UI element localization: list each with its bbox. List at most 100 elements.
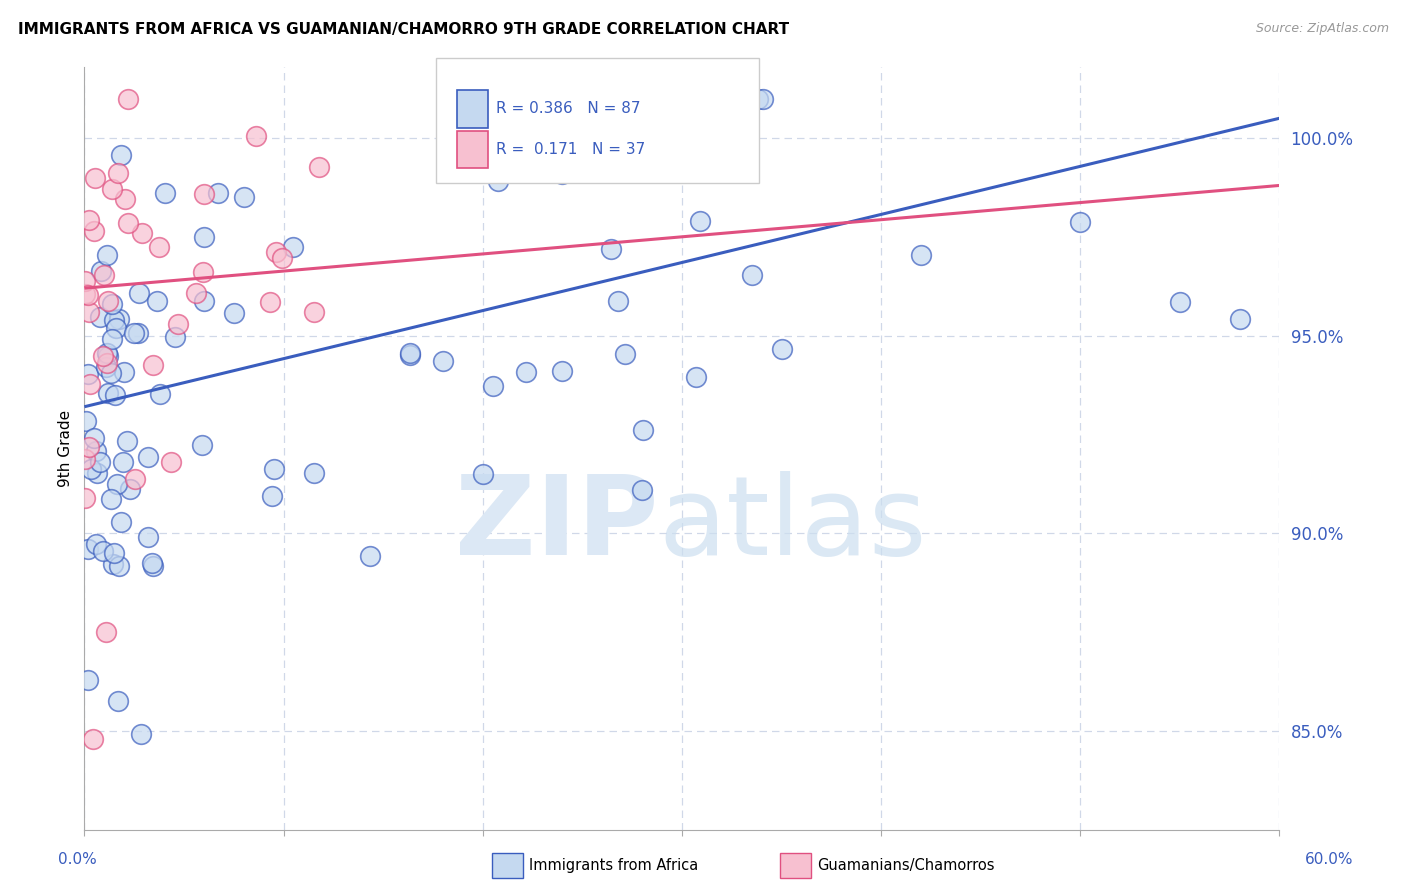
- Point: [591, 91, 613, 105]
- Point: [90, 264, 112, 278]
- Point: [262, 489, 284, 503]
- Point: [128, 285, 150, 300]
- Point: [398, 348, 420, 362]
- Point: [741, 268, 763, 282]
- Point: [432, 354, 454, 368]
- Point: [146, 294, 169, 309]
- Point: [1168, 295, 1191, 310]
- Point: [79, 305, 101, 319]
- Point: [600, 242, 623, 256]
- Point: [83, 431, 105, 445]
- Point: [96, 248, 118, 262]
- Point: [108, 558, 131, 573]
- Point: [117, 91, 139, 105]
- Point: [104, 388, 127, 402]
- Point: [512, 91, 534, 105]
- Point: [515, 365, 537, 379]
- Point: [97, 349, 120, 363]
- Point: [91, 544, 114, 558]
- Text: Source: ZipAtlas.com: Source: ZipAtlas.com: [1256, 22, 1389, 36]
- Point: [141, 556, 163, 570]
- Point: [191, 265, 214, 279]
- Point: [82, 731, 104, 746]
- Point: [124, 472, 146, 486]
- Point: [129, 727, 152, 741]
- Point: [191, 438, 214, 452]
- Point: [86, 466, 108, 480]
- Point: [75, 287, 97, 301]
- Text: atlas: atlas: [658, 471, 927, 578]
- Point: [105, 476, 128, 491]
- Point: [75, 451, 97, 466]
- Point: [751, 91, 773, 105]
- Point: [75, 274, 97, 288]
- Text: Immigrants from Africa: Immigrants from Africa: [529, 858, 697, 872]
- Point: [107, 166, 129, 180]
- Point: [259, 294, 281, 309]
- Point: [149, 387, 172, 401]
- Point: [120, 482, 142, 496]
- Point: [551, 364, 574, 378]
- Point: [689, 213, 711, 227]
- Point: [94, 359, 117, 374]
- Point: [264, 245, 287, 260]
- Point: [302, 466, 325, 480]
- Point: [481, 378, 503, 392]
- Point: [207, 186, 229, 200]
- Point: [103, 313, 125, 327]
- Point: [138, 530, 160, 544]
- Point: [89, 454, 111, 468]
- Point: [80, 462, 103, 476]
- Point: [100, 491, 122, 506]
- Point: [96, 624, 118, 639]
- Point: [1069, 215, 1091, 229]
- Point: [155, 186, 177, 201]
- Point: [107, 694, 129, 708]
- Point: [77, 673, 100, 687]
- Point: [193, 187, 215, 202]
- Point: [486, 174, 509, 188]
- Point: [112, 365, 135, 379]
- Text: IMMIGRANTS FROM AFRICA VS GUAMANIAN/CHAMORRO 9TH GRADE CORRELATION CHART: IMMIGRANTS FROM AFRICA VS GUAMANIAN/CHAM…: [18, 22, 789, 37]
- Point: [77, 440, 100, 454]
- Point: [96, 346, 118, 360]
- Point: [101, 557, 124, 571]
- Text: 0.0%: 0.0%: [58, 853, 97, 867]
- Point: [270, 251, 292, 265]
- Point: [86, 444, 108, 458]
- Point: [93, 349, 115, 363]
- Point: [631, 483, 654, 498]
- Y-axis label: 9th Grade: 9th Grade: [58, 409, 73, 487]
- Point: [233, 189, 256, 203]
- Point: [75, 491, 97, 505]
- Point: [770, 342, 793, 356]
- Point: [471, 467, 494, 482]
- Point: [167, 317, 190, 331]
- Point: [398, 346, 420, 360]
- Text: R = 0.386   N = 87: R = 0.386 N = 87: [496, 102, 641, 116]
- Point: [359, 549, 381, 564]
- Point: [77, 212, 100, 227]
- Point: [747, 91, 769, 105]
- Point: [136, 450, 159, 464]
- Point: [110, 515, 132, 529]
- Point: [101, 332, 124, 346]
- Point: [127, 326, 149, 340]
- Point: [84, 170, 107, 185]
- Point: [614, 347, 637, 361]
- Point: [79, 376, 101, 391]
- Point: [142, 358, 165, 372]
- Text: Guamanians/Chamorros: Guamanians/Chamorros: [817, 858, 994, 872]
- Text: 60.0%: 60.0%: [1305, 853, 1353, 867]
- Point: [104, 320, 127, 334]
- Point: [108, 312, 131, 326]
- Point: [96, 356, 118, 370]
- Point: [89, 310, 111, 325]
- Point: [93, 268, 115, 282]
- Point: [75, 414, 97, 428]
- Point: [685, 370, 707, 384]
- Point: [163, 330, 186, 344]
- Point: [222, 306, 245, 320]
- Point: [263, 462, 285, 476]
- Text: ZIP: ZIP: [454, 471, 658, 578]
